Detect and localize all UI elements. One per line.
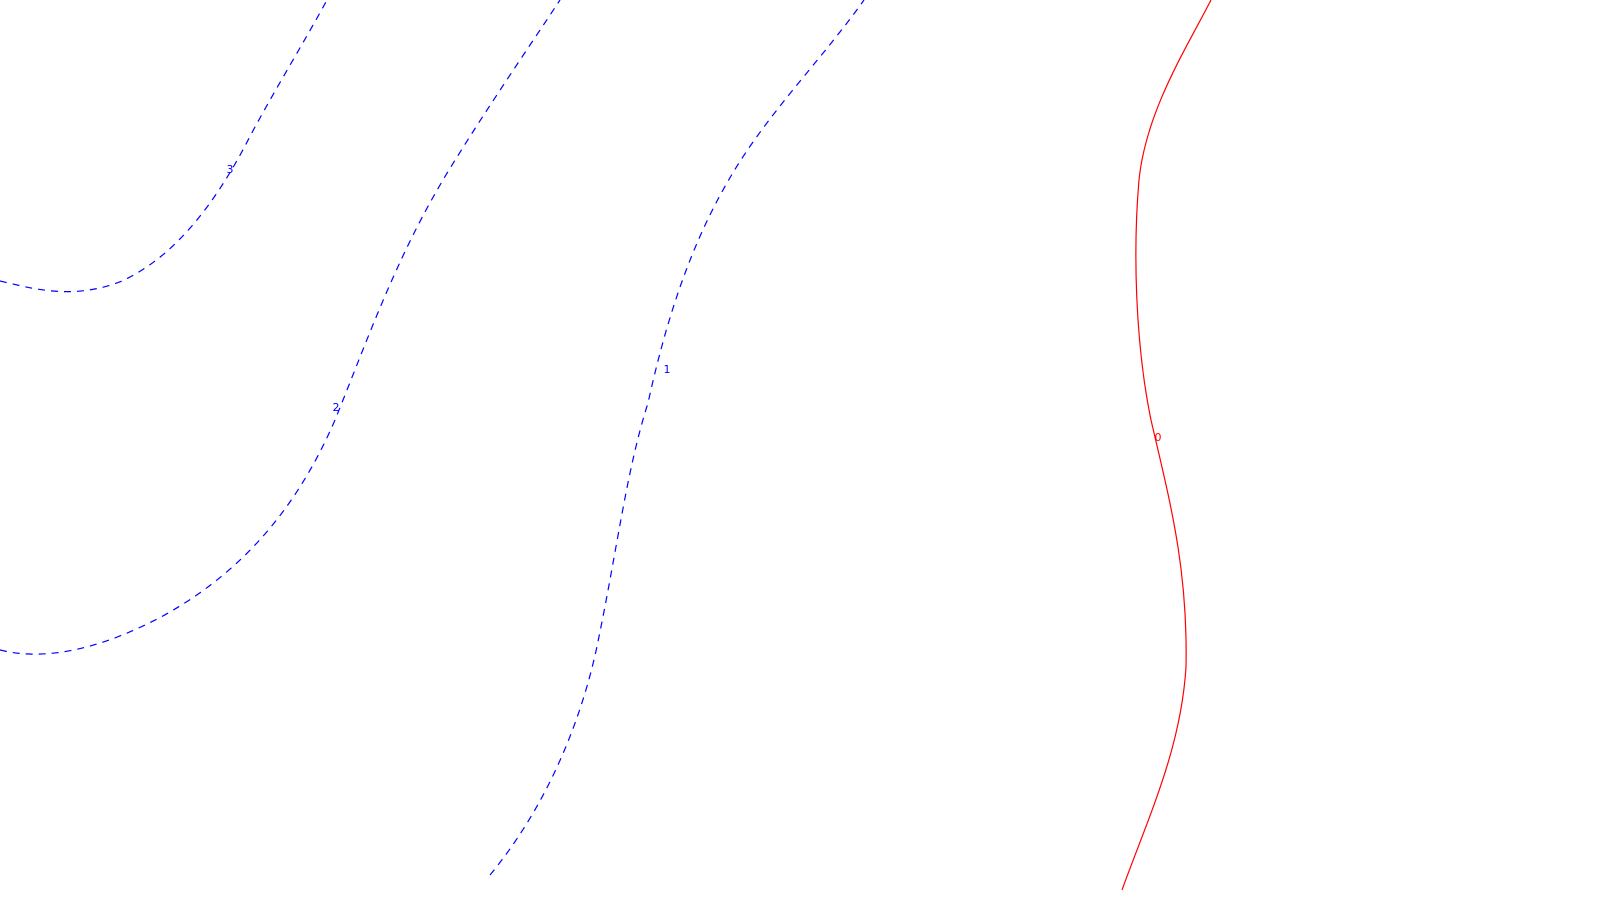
contour-label-3: 3: [227, 163, 234, 176]
contour-line-2: [0, 0, 561, 655]
contour-lines: [0, 0, 1212, 891]
contour-label-2: 2: [333, 401, 340, 414]
contour-line-3: [0, 0, 328, 293]
contour-line-0: [1121, 0, 1212, 891]
contour-label-1: 1: [664, 363, 671, 376]
contour-labels: 3 2 1 0: [227, 163, 1162, 444]
contour-label-0: 0: [1155, 431, 1162, 444]
contour-line-1: [489, 0, 865, 876]
